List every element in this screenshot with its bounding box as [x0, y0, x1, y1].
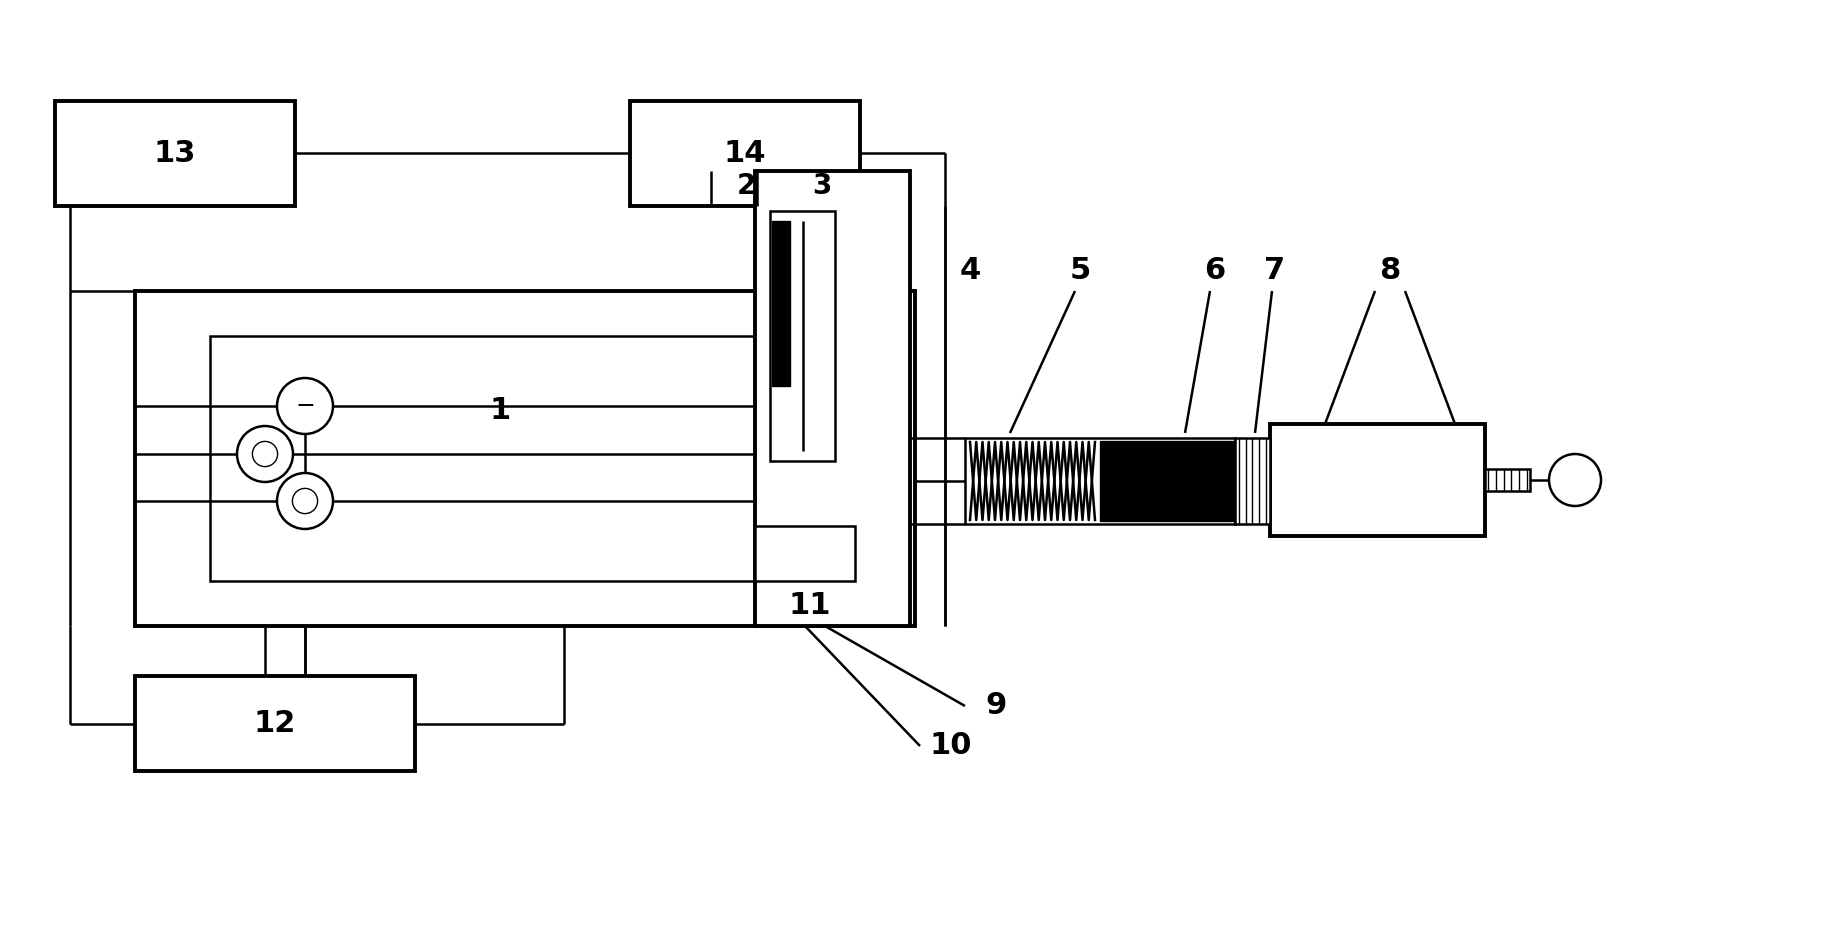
Bar: [773, 221, 791, 386]
Text: 4: 4: [960, 256, 982, 285]
Text: 9: 9: [986, 692, 1006, 721]
Bar: [1485, 469, 1530, 491]
Circle shape: [1549, 454, 1602, 506]
Text: 6: 6: [1204, 256, 1226, 285]
Bar: [754, 171, 909, 626]
Bar: [630, 101, 860, 206]
Bar: [1235, 438, 1270, 524]
Circle shape: [277, 378, 333, 434]
Bar: [966, 438, 1235, 524]
Text: 2: 2: [736, 172, 756, 200]
Bar: [771, 211, 834, 461]
Text: 13: 13: [153, 139, 197, 168]
Bar: [210, 336, 831, 581]
Bar: [1100, 441, 1235, 521]
Text: 7: 7: [1264, 256, 1286, 285]
Text: 14: 14: [723, 139, 767, 168]
Circle shape: [277, 473, 333, 529]
Circle shape: [237, 426, 293, 482]
Text: 5: 5: [1070, 256, 1091, 285]
Circle shape: [292, 489, 317, 514]
Bar: [754, 526, 855, 581]
Text: 3: 3: [813, 172, 833, 200]
Bar: [135, 291, 915, 626]
Bar: [55, 101, 295, 206]
Text: 8: 8: [1379, 256, 1401, 285]
Text: 12: 12: [253, 709, 297, 738]
Bar: [135, 676, 415, 771]
Circle shape: [253, 442, 277, 467]
Text: 10: 10: [929, 732, 973, 760]
Text: 1: 1: [490, 397, 510, 426]
Bar: [1270, 424, 1485, 536]
Text: −: −: [295, 394, 315, 418]
Text: 11: 11: [789, 592, 831, 621]
